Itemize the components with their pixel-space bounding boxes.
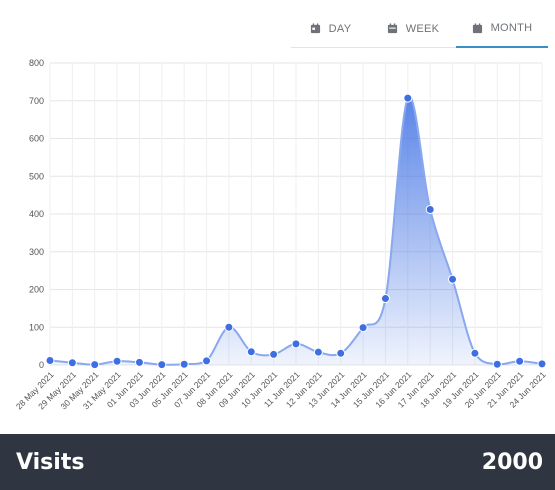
data-point [90, 360, 100, 370]
tab-month[interactable]: MONTH [456, 10, 548, 48]
tab-day-label: DAY [328, 22, 352, 35]
data-point [515, 356, 525, 366]
visits-footer: Visits 2000 [0, 434, 555, 490]
data-point [291, 339, 301, 349]
y-tick-label: 800 [29, 58, 44, 68]
data-point [112, 356, 122, 366]
data-point [157, 360, 167, 370]
tab-week-label: WEEK [405, 22, 440, 35]
period-tabs: DAY WEEK MONTH [291, 10, 548, 48]
data-point [358, 323, 368, 333]
data-point [269, 349, 279, 359]
data-point [202, 356, 212, 366]
data-point [224, 322, 234, 332]
calendar-icon [310, 23, 320, 34]
data-point [336, 348, 346, 358]
data-point [313, 347, 323, 357]
calendar-icon [472, 22, 482, 33]
data-point [246, 347, 256, 357]
y-tick-label: 100 [29, 322, 44, 332]
data-point [492, 359, 502, 369]
data-point [425, 204, 435, 214]
data-point [380, 294, 390, 304]
y-tick-label: 300 [29, 247, 44, 257]
data-point [470, 348, 480, 358]
data-point [448, 274, 458, 284]
y-tick-label: 200 [29, 285, 44, 295]
y-tick-label: 600 [29, 134, 44, 144]
y-tick-label: 700 [29, 96, 44, 106]
data-point [67, 358, 77, 368]
visits-label: Visits [16, 449, 85, 475]
y-tick-label: 0 [39, 360, 44, 370]
data-point [45, 355, 55, 365]
tab-day[interactable]: DAY [291, 10, 370, 48]
data-point [134, 357, 144, 367]
series-area [50, 96, 542, 365]
visits-total: 2000 [481, 449, 543, 475]
tab-week[interactable]: WEEK [370, 10, 456, 48]
data-point [403, 93, 413, 103]
data-point [537, 359, 547, 369]
tab-month-label: MONTH [490, 22, 533, 34]
data-point [179, 359, 189, 369]
y-tick-label: 400 [29, 209, 44, 219]
calendar-icon [387, 23, 397, 34]
y-tick-label: 500 [29, 171, 44, 181]
